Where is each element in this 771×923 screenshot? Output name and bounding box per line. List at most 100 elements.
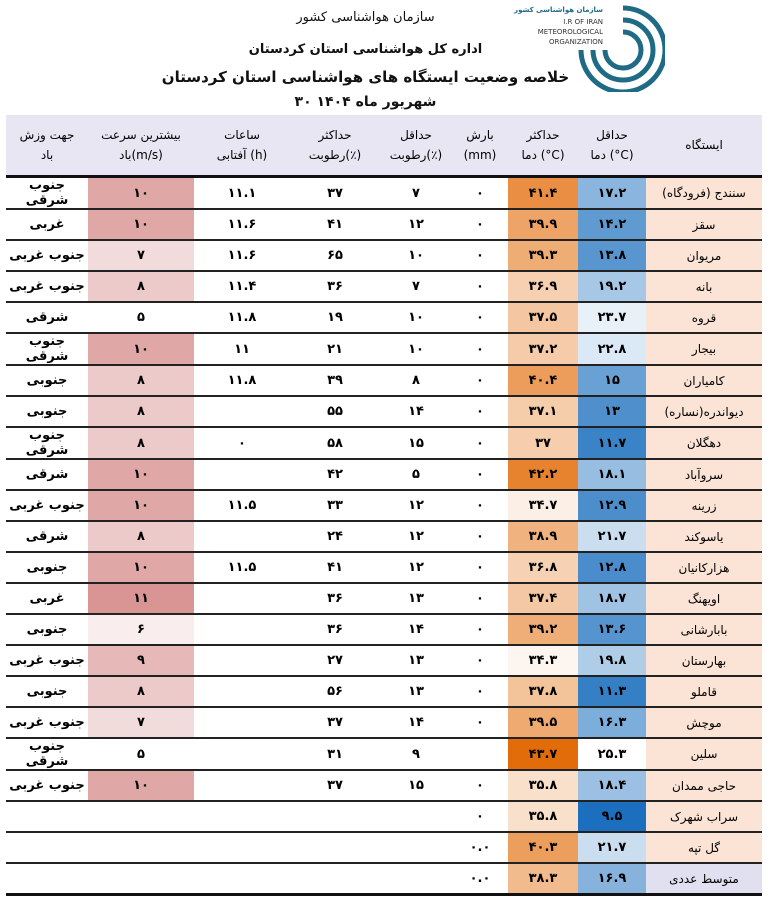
max-wind-speed-cell xyxy=(88,832,194,864)
max-humidity-cell: ۳۶ xyxy=(290,614,380,646)
max-wind-speed-cell: ۱۱ xyxy=(88,583,194,615)
wind-direction-cell: جنوبی xyxy=(6,552,88,584)
precipitation-cell: ۰ xyxy=(452,427,508,460)
sunshine-hours-cell: ۰ xyxy=(194,427,290,460)
min-humidity-cell: ۷ xyxy=(380,271,452,303)
column-header-max-temp: حداکثر دما (°C) xyxy=(508,115,578,178)
max-temp-cell: ۳۹.۲ xyxy=(508,614,578,646)
svg-text:METEOROLOGICAL: METEOROLOGICAL xyxy=(538,28,603,36)
header-line-2: رطوبت(٪) xyxy=(389,148,443,162)
max-humidity-cell: ۳۳ xyxy=(290,490,380,522)
wind-direction-cell: جنوب شرقی xyxy=(6,738,88,771)
precipitation-cell: ۰ xyxy=(452,209,508,241)
max-temp-cell: ۳۸.۹ xyxy=(508,521,578,553)
max-temp-cell: ۴۱.۴ xyxy=(508,176,578,210)
table-row: ۰.۰ ۳۸.۳ ۱۶.۹ متوسط عددی xyxy=(6,863,762,896)
max-temp-cell: ۳۷.۴ xyxy=(508,583,578,615)
page-title: خلاصه وضعیت ایستگاه های هواشناسی استان ک… xyxy=(161,68,570,86)
sunshine-hours-cell xyxy=(194,707,290,739)
min-humidity-cell: ۱۳ xyxy=(380,645,452,677)
max-wind-speed-cell: ۸ xyxy=(88,396,194,428)
wind-direction-cell: شرقی xyxy=(6,521,88,553)
min-humidity-cell: ۱۲ xyxy=(380,552,452,584)
max-humidity-cell xyxy=(290,863,380,896)
max-temp-cell: ۳۹.۹ xyxy=(508,209,578,241)
wind-direction-cell: جنوبی xyxy=(6,396,88,428)
table-row: شرقی ۸ ۲۴ ۱۲ ۰ ۳۸.۹ ۲۱.۷ یاسوکند xyxy=(6,521,762,553)
min-humidity-cell: ۱۰ xyxy=(380,333,452,366)
max-temp-cell: ۳۶.۸ xyxy=(508,552,578,584)
max-temp-cell: ۳۹.۵ xyxy=(508,707,578,739)
max-humidity-cell: ۳۹ xyxy=(290,365,380,397)
column-header-precipitation: بارش (mm) xyxy=(452,115,508,178)
station-cell: سنندج (فرودگاه) xyxy=(646,176,762,210)
sunshine-hours-cell: ۱۱.۶ xyxy=(194,209,290,241)
table-row: غربی ۱۱ ۳۶ ۱۳ ۰ ۳۷.۴ ۱۸.۷ اویهنگ xyxy=(6,583,762,615)
station-cell: اویهنگ xyxy=(646,583,762,615)
min-humidity-cell: ۱۴ xyxy=(380,614,452,646)
sunshine-hours-cell xyxy=(194,583,290,615)
max-humidity-cell: ۳۷ xyxy=(290,176,380,210)
min-humidity-cell: ۱۲ xyxy=(380,521,452,553)
precipitation-cell: ۰ xyxy=(452,396,508,428)
max-humidity-cell: ۳۷ xyxy=(290,707,380,739)
min-temp-cell: ۱۸.۴ xyxy=(578,770,646,802)
column-header-min-humidity: حداقل رطوبت(٪) xyxy=(380,115,452,178)
header-line-1: بیشترین سرعت xyxy=(101,128,181,142)
max-wind-speed-cell: ۸ xyxy=(88,365,194,397)
max-wind-speed-cell: ۱۰ xyxy=(88,490,194,522)
max-wind-speed-cell: ۹ xyxy=(88,645,194,677)
station-cell: بابارشانی xyxy=(646,614,762,646)
org-name: سازمان هواشناسی کشور xyxy=(296,10,435,25)
wind-direction-cell: شرقی xyxy=(6,302,88,334)
header-line-1: حداقل xyxy=(400,128,432,142)
min-humidity-cell xyxy=(380,863,452,896)
min-temp-cell: ۲۲.۸ xyxy=(578,333,646,366)
precipitation-cell: ۰ xyxy=(452,459,508,491)
max-humidity-cell xyxy=(290,832,380,864)
header-line-1: بارش xyxy=(466,128,494,142)
max-humidity-cell: ۱۹ xyxy=(290,302,380,334)
min-temp-cell: ۱۱.۳ xyxy=(578,676,646,708)
table-row: جنوب غربی ۷ ۳۷ ۱۴ ۰ ۳۹.۵ ۱۶.۳ موچش xyxy=(6,707,762,739)
wind-direction-cell: جنوبی xyxy=(6,614,88,646)
min-temp-cell: ۱۸.۱ xyxy=(578,459,646,491)
min-temp-cell: ۲۱.۷ xyxy=(578,521,646,553)
header-line-1: جهت وزش xyxy=(19,128,75,142)
max-wind-speed-cell: ۱۰ xyxy=(88,209,194,241)
table-row: جنوبی ۸ ۵۵ ۱۴ ۰ ۳۷.۱ ۱۳ دیواندره(نساره) xyxy=(6,396,762,428)
precipitation-cell: ۰ xyxy=(452,521,508,553)
min-temp-cell: ۱۸.۷ xyxy=(578,583,646,615)
table-row: جنوب غربی ۱۰ ۳۷ ۱۵ ۰ ۳۵.۸ ۱۸.۴ حاجی ممدان xyxy=(6,770,762,802)
min-temp-cell: ۱۱.۷ xyxy=(578,427,646,460)
min-temp-cell: ۲۳.۷ xyxy=(578,302,646,334)
min-humidity-cell xyxy=(380,801,452,833)
wind-direction-cell: جنوب شرقی xyxy=(6,333,88,366)
sunshine-hours-cell xyxy=(194,832,290,864)
station-cell: بانه xyxy=(646,271,762,303)
sunshine-hours-cell: ۱۱.۸ xyxy=(194,365,290,397)
precipitation-cell: ۰ xyxy=(452,614,508,646)
table-row: شرقی ۱۰ ۴۲ ۵ ۰ ۴۲.۲ ۱۸.۱ سروآباد xyxy=(6,459,762,491)
svg-text:I.R OF IRAN: I.R OF IRAN xyxy=(563,18,603,26)
max-humidity-cell: ۲۷ xyxy=(290,645,380,677)
min-humidity-cell: ۸ xyxy=(380,365,452,397)
header-line-2: (mm) xyxy=(463,148,497,162)
wind-direction-cell: جنوب غربی xyxy=(6,490,88,522)
precipitation-cell: ۰ xyxy=(452,271,508,303)
wind-direction-cell: جنوبی xyxy=(6,365,88,397)
precipitation-cell: ۰ xyxy=(452,707,508,739)
min-temp-cell: ۹.۵ xyxy=(578,801,646,833)
max-humidity-cell: ۳۶ xyxy=(290,271,380,303)
table-row: ۰.۰ ۴۰.۳ ۲۱.۷ گل تپه xyxy=(6,832,762,864)
max-temp-cell: ۴۲.۲ xyxy=(508,459,578,491)
precipitation-cell: ۰ xyxy=(452,365,508,397)
precipitation-cell: ۰ xyxy=(452,333,508,366)
svg-text:ORGANIZATION: ORGANIZATION xyxy=(549,38,603,46)
table-row: جنوب غربی ۸ ۱۱.۴ ۳۶ ۷ ۰ ۳۶.۹ ۱۹.۲ بانه xyxy=(6,271,762,303)
station-cell: سقز xyxy=(646,209,762,241)
min-humidity-cell: ۱۵ xyxy=(380,770,452,802)
table-row: جنوبی ۶ ۳۶ ۱۴ ۰ ۳۹.۲ ۱۳.۶ بابارشانی xyxy=(6,614,762,646)
precipitation-cell: ۰.۰ xyxy=(452,863,508,896)
station-cell: یاسوکند xyxy=(646,521,762,553)
